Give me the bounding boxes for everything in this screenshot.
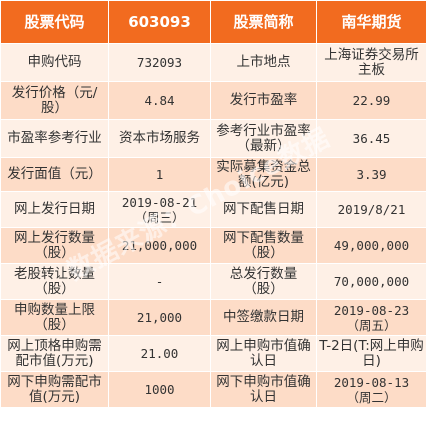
row-label: 网上发行数量（股） xyxy=(0,227,109,264)
table-row: 网下申购需配市值(万元) 1000 网下申购市值确认日 2019-08-13 （… xyxy=(0,371,426,408)
table-row: 申购数量上限（股） 21,000 中签缴款日期 2019-08-23 （周五） xyxy=(0,299,426,336)
table-row: 市盈率参考行业 资本市场服务 参考行业市盈率（最新） 36.45 xyxy=(0,119,426,158)
row-value: 3.39 xyxy=(316,157,426,192)
row-value: 1 xyxy=(108,157,211,192)
header-stock-code-label: 股票代码 xyxy=(0,0,109,44)
row-value: 上海证券交易所主板 xyxy=(316,43,426,82)
row-label: 发行价格（元/股） xyxy=(0,81,109,120)
row-label: 网下申购需配市值(万元) xyxy=(0,371,109,408)
table-row: 网上发行日期 2019-08-21（周三） 网下配售日期 2019/8/21 xyxy=(0,191,426,228)
row-value: 4.84 xyxy=(108,81,211,120)
row-label: 市盈率参考行业 xyxy=(0,119,109,158)
row-value: - xyxy=(108,263,211,300)
row-label: 参考行业市盈率（最新） xyxy=(210,119,317,158)
row-label: 申购数量上限（股） xyxy=(0,299,109,336)
table-row: 网上发行数量（股） 21,000,000 网下配售数量（股） 49,000,00… xyxy=(0,227,426,264)
row-label: 中签缴款日期 xyxy=(210,299,317,336)
row-value: 36.45 xyxy=(316,119,426,158)
row-value: 资本市场服务 xyxy=(108,119,211,158)
row-label: 老股转让数量（股） xyxy=(0,263,109,300)
table-row: 申购代码 732093 上市地点 上海证券交易所主板 xyxy=(0,43,426,82)
row-label: 发行面值（元） xyxy=(0,157,109,192)
row-value: 2019-08-23 （周五） xyxy=(316,299,426,336)
row-value: 2019/8/21 xyxy=(316,191,426,228)
row-label: 网下申购市值确认日 xyxy=(210,371,317,408)
table-row: 发行价格（元/股） 4.84 发行市盈率 22.99 xyxy=(0,81,426,120)
row-value: 70,000,000 xyxy=(316,263,426,300)
row-label: 发行市盈率 xyxy=(210,81,317,120)
table-header-row: 股票代码 603093 股票简称 南华期货 xyxy=(0,0,426,44)
table-row: 老股转让数量（股） - 总发行数量（股） 70,000,000 xyxy=(0,263,426,300)
row-label: 申购代码 xyxy=(0,43,109,82)
row-value: 2019-08-13 （周二） xyxy=(316,371,426,408)
row-label: 网下配售数量（股） xyxy=(210,227,317,264)
row-value: 22.99 xyxy=(316,81,426,120)
row-value: T-2日(T:网上申购日) xyxy=(316,335,426,372)
row-label: 网下配售日期 xyxy=(210,191,317,228)
row-value: 21,000,000 xyxy=(108,227,211,264)
table-row: 网上顶格申购需配市值(万元) 21.00 网上申购市值确认日 T-2日(T:网上… xyxy=(0,335,426,372)
header-stock-name-value: 南华期货 xyxy=(316,0,426,44)
row-value: 2019-08-21（周三） xyxy=(108,191,211,228)
header-stock-code-value: 603093 xyxy=(108,0,211,44)
row-value: 49,000,000 xyxy=(316,227,426,264)
row-value: 732093 xyxy=(108,43,211,82)
row-label: 上市地点 xyxy=(210,43,317,82)
row-label: 网上申购市值确认日 xyxy=(210,335,317,372)
table-row: 发行面值（元） 1 实际募集资金总额(亿元) 3.39 xyxy=(0,157,426,192)
row-value: 1000 xyxy=(108,371,211,408)
row-label: 网上发行日期 xyxy=(0,191,109,228)
header-stock-name-label: 股票简称 xyxy=(210,0,317,44)
row-label: 网上顶格申购需配市值(万元) xyxy=(0,335,109,372)
row-value: 21.00 xyxy=(108,335,211,372)
row-label: 总发行数量（股） xyxy=(210,263,317,300)
row-value: 21,000 xyxy=(108,299,211,336)
ipo-table: 股票代码 603093 股票简称 南华期货 申购代码 732093 上市地点 上… xyxy=(0,0,426,408)
row-label: 实际募集资金总额(亿元) xyxy=(210,157,317,192)
